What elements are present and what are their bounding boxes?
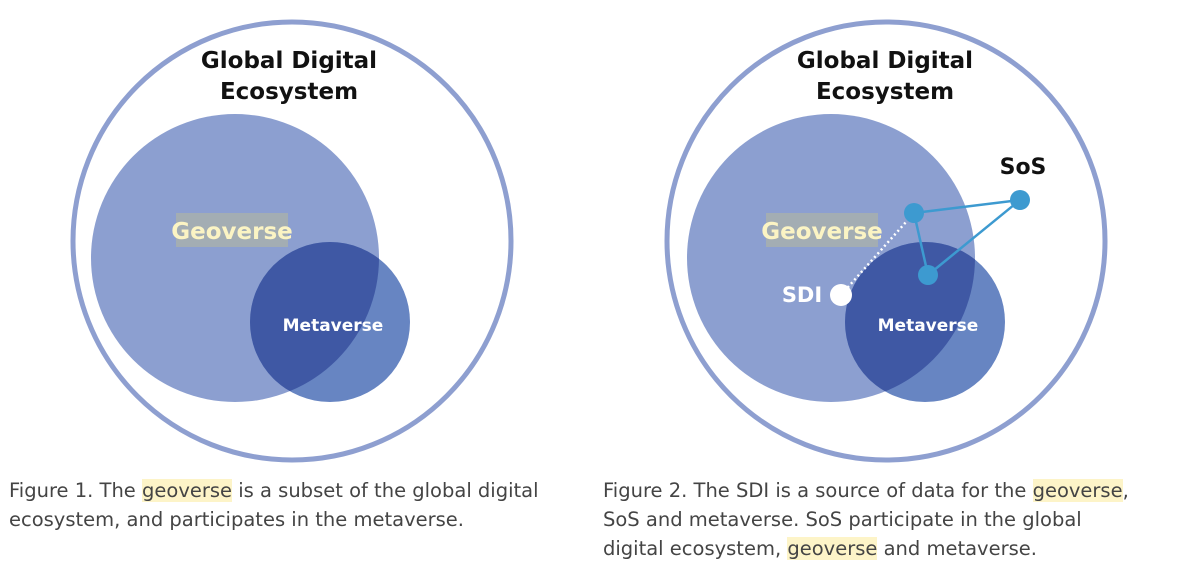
metaverse-label: Metaverse	[878, 316, 979, 336]
caption-text: and metaverse.	[877, 537, 1037, 560]
caption-highlight-geoverse: geoverse	[142, 479, 233, 502]
sos-label: SoS	[1000, 155, 1047, 180]
sos-link	[913, 198, 1021, 215]
caption-text: , SoS and metaverse. SoS participate in …	[603, 479, 1129, 560]
geoverse-label: Geoverse	[171, 219, 293, 245]
geoverse-label: Geoverse	[761, 219, 883, 245]
sos-node	[1010, 190, 1030, 210]
figure-2-caption: Figure 2. The SDI is a source of data fo…	[603, 476, 1143, 563]
global-digital-ecosystem-title-line2: Ecosystem	[220, 79, 358, 105]
caption-highlight-geoverse: geoverse	[1032, 479, 1123, 502]
sos-node	[918, 265, 938, 285]
figure-1: Global Digital Ecosystem Geoverse Metave…	[0, 0, 594, 558]
metaverse-label: Metaverse	[283, 316, 384, 336]
caption-text: Figure 1. The	[9, 479, 143, 502]
global-digital-ecosystem-ring	[70, 19, 514, 463]
global-digital-ecosystem-title-line1: Global Digital	[797, 48, 973, 74]
sos-link	[912, 212, 930, 276]
caption-text: is a subset of the global digital ecosys…	[9, 479, 539, 531]
sdi-to-sos-dotted-link	[840, 212, 915, 296]
sdi-label: SDI	[782, 283, 822, 307]
sos-link	[927, 199, 1021, 276]
sos-node	[904, 203, 924, 223]
geoverse-label-background	[176, 213, 288, 247]
global-digital-ecosystem-ring	[664, 19, 1108, 463]
sdi-node	[830, 284, 852, 306]
caption-text: Figure 2. The SDI is a source of data fo…	[603, 479, 1033, 502]
figure-1-diagram: Global Digital Ecosystem Geoverse Metave…	[70, 19, 514, 463]
global-digital-ecosystem-title-line1: Global Digital	[201, 48, 377, 74]
figure-2: Global Digital Ecosystem Geoverse Metave…	[594, 0, 1188, 560]
figure-2-diagram: Global Digital Ecosystem Geoverse Metave…	[664, 19, 1108, 463]
figure-1-caption: Figure 1. The geoverse is a subset of th…	[9, 476, 549, 534]
caption-highlight-geoverse: geoverse	[787, 537, 878, 560]
geoverse-label-background	[766, 213, 878, 247]
global-digital-ecosystem-title-line2: Ecosystem	[816, 79, 954, 105]
